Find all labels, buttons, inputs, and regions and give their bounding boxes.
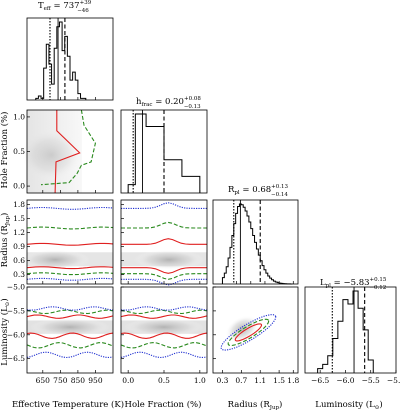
title-lpl: Lpl = −5.83+0.15 −0.12 bbox=[320, 277, 387, 291]
ytick-label-hfrac: 0.0 bbox=[13, 182, 25, 191]
contour-3sigma-upper-rpl-teff bbox=[26, 206, 114, 210]
contour-1sigma-hfrac-teff bbox=[54, 110, 81, 194]
xtick-label-teff: 650 bbox=[36, 376, 51, 385]
ylabel-rpl: Radius (RJup) bbox=[0, 213, 11, 268]
contour-3sigma-lower-lpl-teff bbox=[26, 351, 114, 359]
svg-text:Rpl = 0.68+0.13−0.14: Rpl = 0.68+0.13 −0.14 bbox=[228, 184, 288, 198]
xtick-label-rpl: 1.8 bbox=[287, 376, 299, 385]
contour-3sigma-lpl-rpl bbox=[220, 314, 277, 351]
histogram-rpl bbox=[221, 203, 293, 285]
ytick-label-rpl: 1.2 bbox=[13, 228, 25, 237]
xlabel-teff: Effective Temperature (K) bbox=[12, 399, 124, 410]
histogram-layer bbox=[35, 18, 374, 373]
xtick-label-rpl: 1.1 bbox=[254, 376, 266, 385]
xtick-label-teff: 850 bbox=[71, 376, 86, 385]
xtick-label-rpl: 0.7 bbox=[235, 376, 247, 385]
panel-rpl-vs-teff bbox=[26, 199, 114, 285]
panel-teff-vs-teff bbox=[26, 17, 114, 101]
contour-2sigma-lower-lpl-teff bbox=[26, 342, 114, 349]
contour-2sigma-lower-lpl-hfrac bbox=[120, 342, 208, 349]
contour-1sigma-lpl-rpl bbox=[234, 323, 263, 342]
ylabel-lpl: Luminosity (L⊙) bbox=[0, 298, 11, 365]
xtick-label-rpl: 1.5 bbox=[273, 376, 285, 385]
contour-1sigma-upper-rpl-teff bbox=[26, 242, 114, 246]
panel-lpl-vs-lpl bbox=[304, 286, 397, 374]
contour-2sigma-lower-rpl-teff bbox=[26, 272, 114, 276]
histogram-hfrac bbox=[127, 113, 201, 193]
contour-2sigma-lpl-rpl bbox=[227, 318, 270, 347]
contour-3sigma-upper-rpl-hfrac bbox=[121, 202, 207, 209]
xtick-label-lpl: −6.5 bbox=[311, 376, 329, 385]
ytick-label-lpl: −5.5 bbox=[7, 306, 25, 315]
density-core-rpl-teff bbox=[20, 249, 90, 270]
ytick-label-lpl: −5.0 bbox=[7, 283, 25, 292]
contour-2sigma-upper-lpl-teff bbox=[26, 309, 114, 315]
ytick-label-rpl: 1.8 bbox=[13, 200, 25, 209]
contour-layer bbox=[26, 109, 277, 359]
contour-1sigma-lower-lpl-hfrac bbox=[120, 332, 208, 339]
title-hfrac: hfrac = 0.20+0.08 −0.13 bbox=[136, 96, 201, 110]
ytick-label-lpl: −6.0 bbox=[7, 330, 25, 339]
density-layer bbox=[20, 110, 260, 343]
contour-1sigma-upper-lpl-hfrac bbox=[120, 314, 208, 319]
xlabel-lpl: Luminosity (L⊙) bbox=[315, 399, 382, 411]
contour-3sigma-lower-rpl-teff bbox=[26, 277, 114, 281]
density-core-lpl-hfrac bbox=[124, 318, 204, 337]
density-band-hfrac-teff bbox=[27, 110, 82, 193]
svg-text:hfrac = 0.20+0.08−0.13: hfrac = 0.20+0.08 −0.13 bbox=[136, 96, 201, 110]
ytick-label-lpl: −6.5 bbox=[7, 354, 25, 363]
title-rpl: Rpl = 0.68+0.13 −0.14 bbox=[228, 184, 288, 198]
contour-2sigma-upper-rpl-teff bbox=[26, 226, 114, 230]
contour-2sigma-upper-rpl-hfrac bbox=[121, 221, 207, 229]
contour-1sigma-lower-rpl-teff bbox=[26, 266, 114, 270]
xtick-label-lpl: −5.0 bbox=[387, 376, 400, 385]
svg-text:Lpl = −5.83+0.15−0.12: Lpl = −5.83+0.15 −0.12 bbox=[320, 277, 387, 291]
contour-1sigma-lower-lpl-teff bbox=[26, 332, 114, 339]
xtick-label-lpl: −6.0 bbox=[336, 376, 354, 385]
histogram-teff bbox=[35, 21, 87, 100]
contour-2sigma-upper-lpl-hfrac bbox=[120, 309, 208, 315]
ytick-label-rpl: 1.5 bbox=[13, 214, 25, 223]
density-lpl-rpl bbox=[225, 315, 260, 343]
ytick-label-rpl: 0.9 bbox=[13, 242, 25, 251]
contour-1sigma-upper-rpl-hfrac bbox=[121, 238, 207, 245]
contour-1sigma-upper-lpl-teff bbox=[26, 314, 114, 319]
contour-2sigma-lower-rpl-hfrac bbox=[121, 273, 207, 280]
ylabel-hfrac: Hole Fraction (%) bbox=[0, 112, 10, 189]
contour-2sigma-hfrac-teff bbox=[40, 109, 96, 186]
ytick-label-hfrac: 0.5 bbox=[13, 147, 25, 156]
xlabel-rpl: Radius (RJup) bbox=[228, 399, 283, 411]
density-core-rpl-hfrac bbox=[134, 249, 204, 270]
xtick-label-hfrac: 0.5 bbox=[158, 376, 170, 385]
density-core-lpl-teff bbox=[30, 318, 110, 337]
contour-3sigma-lower-lpl-hfrac bbox=[120, 351, 208, 359]
ytick-label-rpl: 0.6 bbox=[13, 256, 25, 265]
panel-rpl-vs-rpl bbox=[212, 199, 299, 285]
xtick-label-rpl: 0.3 bbox=[216, 376, 228, 385]
ytick-label-rpl: 0.3 bbox=[13, 270, 25, 279]
contour-3sigma-upper-lpl-teff bbox=[26, 306, 114, 311]
xtick-label-hfrac: 1.0 bbox=[194, 376, 206, 385]
svg-text:Teff = 737+39−46: Teff = 737+39 −46 bbox=[38, 0, 92, 14]
xtick-label-teff: 950 bbox=[88, 376, 103, 385]
contour-1sigma-lower-rpl-hfrac bbox=[121, 267, 207, 274]
histogram-lpl bbox=[317, 290, 374, 373]
xlabel-hfrac: Hole Fraction (%) bbox=[125, 399, 202, 410]
xtick-label-lpl: −5.5 bbox=[362, 376, 380, 385]
panel-lpl-vs-teff bbox=[26, 286, 114, 374]
panel-rpl-vs-hfrac bbox=[120, 199, 208, 285]
xtick-label-hfrac: 0.0 bbox=[122, 376, 134, 385]
panel-lpl-vs-rpl bbox=[212, 286, 299, 374]
contour-3sigma-upper-lpl-hfrac bbox=[120, 306, 208, 311]
panel-frames bbox=[26, 17, 397, 374]
ytick-label-hfrac: 1.0 bbox=[13, 112, 25, 121]
xtick-label-teff: 750 bbox=[53, 376, 68, 385]
title-teff: Teff = 737+39 −46 bbox=[38, 0, 92, 14]
